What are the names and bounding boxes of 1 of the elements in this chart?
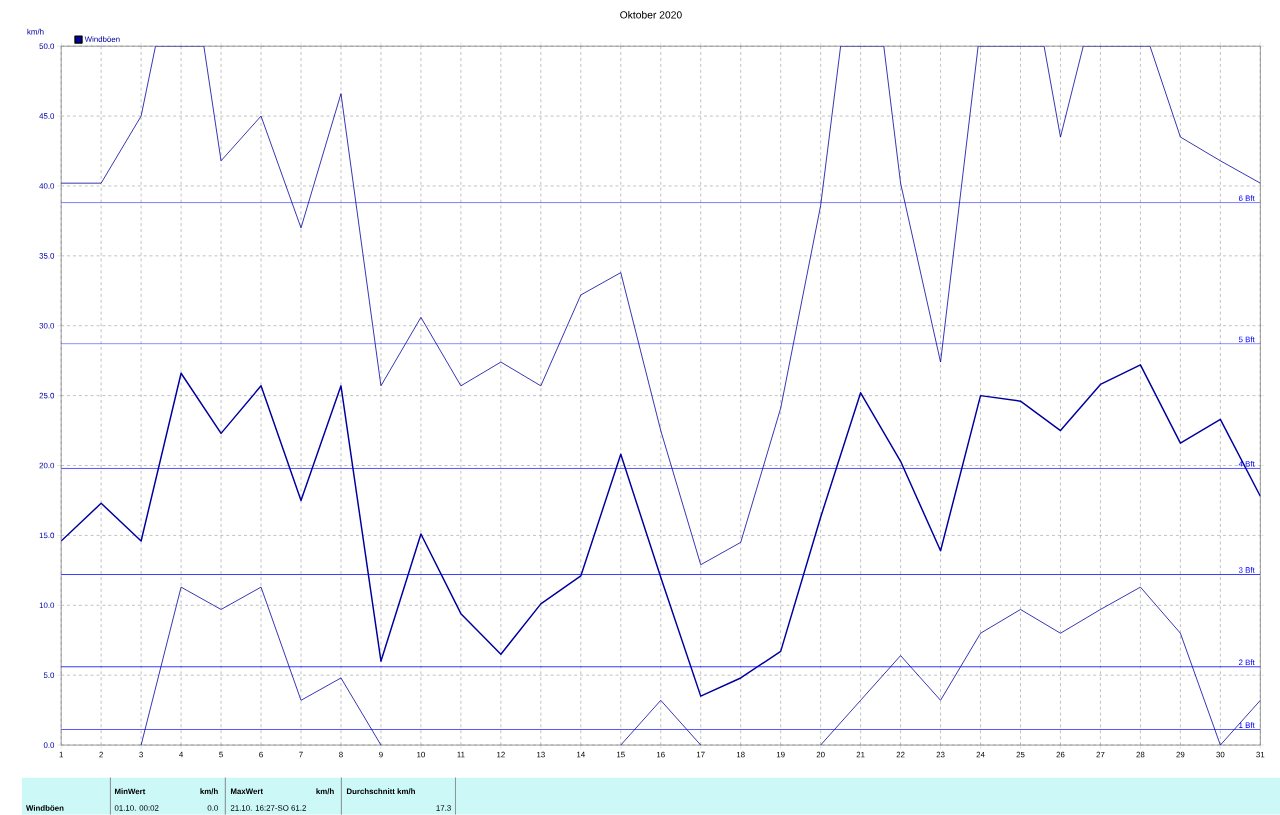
chart-title: Oktober 2020 bbox=[620, 11, 682, 19]
